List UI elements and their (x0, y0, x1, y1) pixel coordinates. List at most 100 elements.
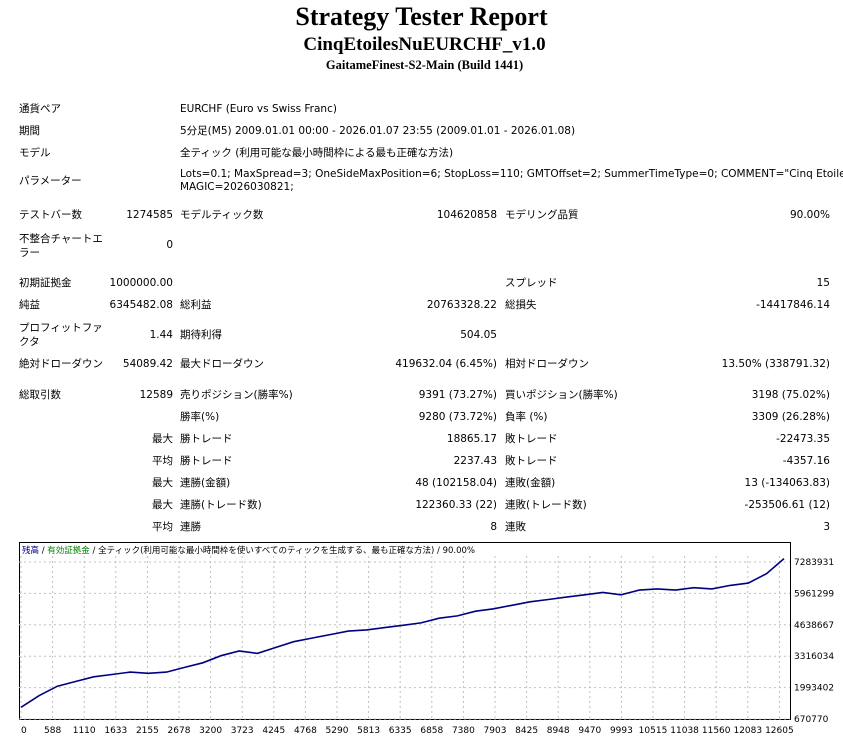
cons-loss-label: 連敗(金額) (505, 477, 556, 489)
x-tick-label: 4245 (262, 726, 285, 736)
x-tick-label: 8425 (515, 726, 538, 736)
symbol-label: 通貨ペア (19, 103, 61, 115)
win-rate-label: 勝率(%) (180, 411, 220, 423)
x-tick-label: 1110 (73, 726, 96, 736)
gross-profit-value: 20763328.22 (426, 299, 497, 311)
cons-lossamt-label: 連敗(トレード数) (505, 499, 587, 511)
x-tick-label: 4768 (294, 726, 317, 736)
x-tick-label: 12083 (733, 726, 762, 736)
total-trades-label: 総取引数 (19, 389, 61, 401)
legend-sep-1: / (39, 546, 47, 556)
cons-win-label: 連勝(金額) (180, 477, 231, 489)
x-tick-label: 7380 (452, 726, 475, 736)
avg-cons-word: 平均 (152, 521, 173, 533)
x-tick-label: 11038 (670, 726, 699, 736)
x-tick-label: 1633 (104, 726, 127, 736)
loss-rate-label: 負率 (%) (505, 411, 548, 423)
quality-label: モデリング品質 (505, 209, 579, 221)
model-value: 全ティック (利用可能な最小時間枠による最も正確な方法) (180, 147, 454, 159)
profit-factor-value: 1.44 (149, 329, 173, 341)
expert-name: CinqEtoilesNuEURCHF_v1.0 (303, 34, 546, 55)
ticks-label: モデルティック数 (180, 209, 264, 221)
period-value: 5分足(M5) 2009.01.01 00:00 - 2026.01.07 23… (180, 125, 576, 137)
cons-lossamt-value: -253506.61 (12) (744, 499, 830, 511)
avg-loss-label: 敗トレード (505, 455, 558, 467)
avg-cons-loss-label: 連敗 (505, 521, 526, 533)
win-rate-value: 9280 (73.72%) (418, 411, 497, 423)
legend-balance: 残高 (22, 545, 39, 556)
y-tick-label: 7283931 (794, 558, 834, 568)
max-drawdown-label: 最大ドローダウン (180, 358, 264, 370)
largest-word: 最大 (152, 433, 173, 445)
bars-label: テストバー数 (19, 209, 82, 221)
x-tick-label: 10515 (639, 726, 668, 736)
deposit-label: 初期証拠金 (19, 277, 72, 289)
params-line-1: Lots=0.1; MaxSpread=3; OneSideMaxPositio… (180, 168, 843, 180)
chart-frame (19, 542, 791, 720)
cons-win-value: 48 (102158.04) (415, 477, 497, 489)
average-word: 平均 (152, 455, 173, 467)
rel-drawdown-label: 相対ドローダウン (505, 358, 589, 370)
x-tick-label: 8948 (547, 726, 570, 736)
gross-loss-value: -14417846.14 (756, 299, 830, 311)
x-tick-label: 12605 (765, 726, 794, 736)
symbol-value: EURCHF (Euro vs Swiss Franc) (180, 103, 337, 115)
x-tick-label: 2155 (136, 726, 159, 736)
legend-model: 全ティック(利用可能な最小時間枠を使いすべてのティックを生成する、最も正確な方法… (98, 545, 434, 556)
expected-payoff-value: 504.05 (460, 329, 497, 341)
cons-loss-value: 13 (-134063.83) (744, 477, 830, 489)
legend-sep-3: / (434, 546, 442, 556)
params-line-2: MAGIC=2026030821; (180, 181, 294, 193)
x-tick-label: 0 (21, 726, 27, 736)
balance-chart: 残高 / 有効証拠金 / 全ティック(利用可能な最小時間枠を使いすべてのティック… (19, 542, 834, 736)
server-build: GaitameFinest-S2-Main (Build 1441) (325, 58, 524, 72)
net-profit-value: 6345482.08 (109, 299, 173, 311)
quality-value: 90.00% (789, 209, 830, 221)
x-tick-label: 11560 (702, 726, 731, 736)
gross-profit-label: 総利益 (180, 299, 212, 311)
x-tick-label: 588 (44, 726, 61, 736)
max-drawdown-value: 419632.04 (6.45%) (395, 358, 497, 370)
abs-drawdown-value: 54089.42 (122, 358, 173, 370)
short-positions-value: 9391 (73.27%) (418, 389, 497, 401)
abs-drawdown-label: 絶対ドローダウン (19, 358, 103, 370)
rel-drawdown-value: 13.50% (338791.32) (721, 358, 830, 370)
largest-loss-label: 敗トレード (505, 433, 558, 445)
legend-equity: 有効証拠金 (47, 545, 90, 556)
ticks-value: 104620858 (436, 209, 497, 221)
profit-factor-label: プロフィットファクタ (19, 322, 103, 348)
avg-cons-win-value: 8 (490, 521, 497, 533)
short-positions-label: 売りポジション(勝率%) (180, 389, 293, 401)
svg-text:残高 / 有効証拠金 / 全ティック(利用可能な最小時間枠を: 残高 / 有効証拠金 / 全ティック(利用可能な最小時間枠を使いすべてのティック… (22, 545, 475, 556)
period-label: 期間 (19, 125, 40, 137)
spread-value: 15 (816, 277, 830, 289)
avg-cons-loss-value: 3 (823, 521, 830, 533)
net-profit-label: 純益 (19, 299, 40, 311)
x-tick-label: 3723 (231, 726, 254, 736)
legend-quality: 90.00% (443, 546, 475, 556)
y-tick-label: 3316034 (794, 652, 834, 662)
spread-label: スプレッド (505, 277, 558, 289)
x-tick-label: 2678 (168, 726, 191, 736)
model-label: モデル (19, 147, 51, 159)
y-tick-label: 4638667 (794, 621, 834, 631)
x-tick-label: 3200 (199, 726, 222, 736)
mismatch-value: 0 (166, 239, 173, 251)
gross-loss-label: 総損失 (505, 299, 537, 311)
x-tick-label: 7903 (484, 726, 507, 736)
x-tick-label: 9470 (578, 726, 601, 736)
params-label: パラメーター (19, 175, 82, 187)
balance-line (20, 557, 785, 708)
largest-win-label: 勝トレード (180, 433, 233, 445)
largest-win-value: 18865.17 (446, 433, 497, 445)
x-tick-label: 6858 (420, 726, 443, 736)
legend-sep-2: / (90, 546, 98, 556)
y-tick-label: 670770 (794, 715, 829, 725)
avg-cons-win-label: 連勝 (180, 521, 201, 533)
cons-profit-value: 122360.33 (22) (415, 499, 497, 511)
y-tick-label: 5961299 (794, 589, 834, 599)
y-tick-label: 1993402 (794, 684, 834, 694)
expected-payoff-label: 期待利得 (180, 329, 222, 341)
x-tick-label: 5813 (357, 726, 380, 736)
y-axis-ticks: 7283931 5961299 4638667 3316034 1993402 67077… (794, 558, 834, 725)
